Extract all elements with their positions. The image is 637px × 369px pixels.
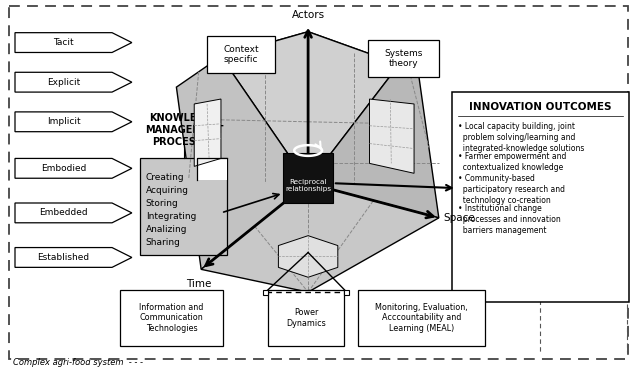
Text: Monitoring, Evaluation,
Acccountability and
Learning (MEAL): Monitoring, Evaluation, Acccountability …: [375, 303, 468, 333]
Text: Established: Established: [38, 253, 90, 262]
Polygon shape: [15, 158, 132, 178]
Text: Space: Space: [444, 213, 475, 223]
Text: Time: Time: [187, 279, 212, 289]
Text: Embedded: Embedded: [39, 208, 88, 217]
Text: Context
specific: Context specific: [224, 45, 259, 64]
Polygon shape: [15, 72, 132, 92]
Polygon shape: [15, 33, 132, 52]
Polygon shape: [15, 112, 132, 132]
FancyBboxPatch shape: [368, 39, 439, 77]
Text: • Institutional change
  processes and innovation
  barriers management: • Institutional change processes and inn…: [457, 204, 561, 235]
Polygon shape: [221, 32, 399, 183]
Polygon shape: [278, 236, 338, 277]
Text: Explicit: Explicit: [47, 78, 80, 87]
FancyBboxPatch shape: [140, 158, 227, 255]
Text: Embodied: Embodied: [41, 164, 86, 173]
Bar: [263, 290, 268, 294]
FancyBboxPatch shape: [283, 154, 333, 203]
Polygon shape: [369, 99, 414, 173]
Text: Systems
theory: Systems theory: [384, 49, 422, 68]
Text: Implicit: Implicit: [47, 117, 80, 126]
Polygon shape: [194, 99, 221, 166]
FancyBboxPatch shape: [268, 290, 344, 346]
FancyBboxPatch shape: [207, 36, 275, 73]
Text: Creating
Acquiring
Storing
Integrating
Analizing
Sharing: Creating Acquiring Storing Integrating A…: [146, 173, 196, 246]
FancyBboxPatch shape: [357, 290, 485, 346]
Text: Actors: Actors: [292, 10, 325, 20]
Text: Power
Dynamics: Power Dynamics: [286, 308, 326, 328]
FancyBboxPatch shape: [452, 92, 629, 302]
Text: • Local capacity building, joint
  problem solving/learning and
  integrated-kno: • Local capacity building, joint problem…: [457, 122, 584, 153]
Polygon shape: [221, 32, 399, 183]
Polygon shape: [15, 203, 132, 223]
Text: Tacit: Tacit: [54, 38, 74, 47]
Text: Reciprocal
relationships: Reciprocal relationships: [285, 179, 331, 192]
FancyBboxPatch shape: [120, 290, 223, 346]
Text: Information and
Communication
Technologies: Information and Communication Technologi…: [140, 303, 204, 333]
Text: • Farmer empowerment and
  contextualized knowledge: • Farmer empowerment and contextualized …: [457, 152, 566, 172]
Polygon shape: [201, 183, 439, 292]
Text: • Community-based
  participatory research and
  technology co-creation: • Community-based participatory research…: [457, 174, 564, 205]
Bar: [344, 290, 349, 294]
Text: INNOVATION OUTCOMES: INNOVATION OUTCOMES: [469, 102, 612, 112]
FancyBboxPatch shape: [197, 158, 227, 180]
Polygon shape: [176, 56, 308, 269]
Polygon shape: [308, 64, 439, 218]
Polygon shape: [15, 248, 132, 268]
Text: Complex agri-food system  - - -: Complex agri-food system - - -: [13, 358, 143, 368]
Text: KNOWLEDGE
MANAGEMENT
PROCESSES: KNOWLEDGE MANAGEMENT PROCESSES: [145, 113, 224, 146]
